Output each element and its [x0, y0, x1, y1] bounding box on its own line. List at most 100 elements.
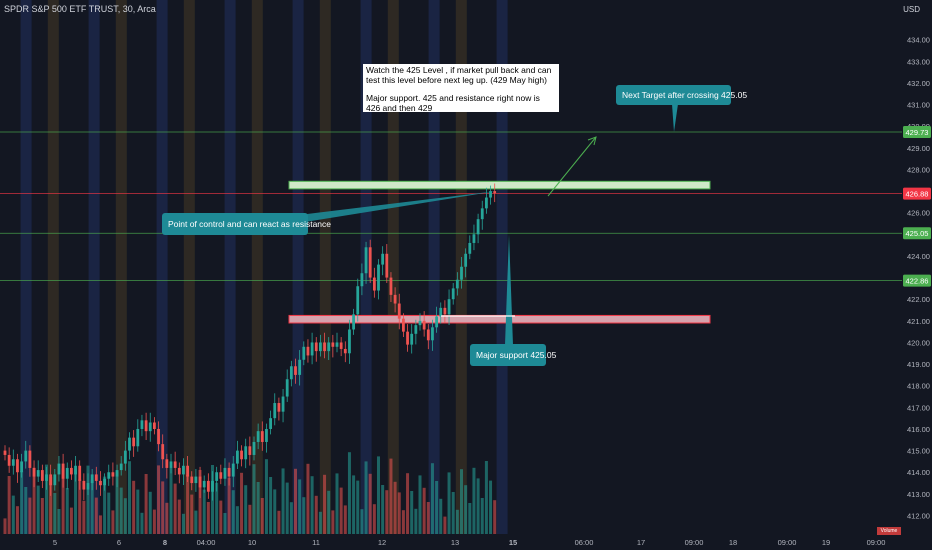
time-tick-label: 13	[451, 538, 459, 547]
major-support-callout[interactable]: Major support 425.05	[470, 344, 556, 366]
volume-bar	[231, 490, 235, 534]
candle	[339, 342, 343, 349]
volume-bar	[148, 491, 152, 534]
volume-bar	[144, 474, 148, 534]
candle	[310, 342, 314, 356]
session-band	[428, 0, 440, 534]
price-labels: 429.73 426.88 425.05 422.86	[903, 125, 931, 287]
price-tick-label: 428.00	[907, 165, 930, 174]
note-line-1: Watch the 425 Level , if market pull bac…	[366, 65, 552, 85]
candle	[182, 465, 185, 475]
volume-bar	[335, 473, 339, 534]
session-band	[156, 0, 168, 534]
volume-bar	[69, 507, 73, 534]
candle	[123, 450, 127, 464]
volume-bar	[86, 465, 90, 534]
candle	[202, 480, 206, 488]
volume-bar	[165, 502, 169, 534]
price-tick-label: 416.00	[907, 425, 930, 434]
volume-bar	[372, 504, 376, 534]
volume-bar	[323, 474, 327, 534]
candle	[426, 329, 430, 341]
session-band	[183, 0, 195, 534]
candle	[468, 242, 472, 254]
volume-bar	[418, 475, 422, 534]
point-of-control-callout[interactable]: Point of control and can react as resist…	[162, 213, 331, 235]
price-tick-label: 419.00	[907, 360, 930, 369]
price-tick-label: 422.00	[907, 295, 930, 304]
candle	[364, 247, 368, 274]
volume-bar	[426, 502, 430, 534]
candle	[82, 480, 86, 490]
volume-bar	[190, 494, 194, 534]
volume-bar	[393, 481, 397, 534]
candle	[402, 318, 405, 332]
session-band	[88, 0, 100, 534]
candle	[455, 279, 459, 289]
time-axis[interactable]: 5 6 8 04:00 10 11 12 13 15 06:00 17 09:00 18 09:00 19 0…	[0, 534, 932, 550]
poc-pointer	[305, 191, 497, 222]
volume-bar	[177, 499, 181, 534]
volume-bar	[327, 490, 331, 534]
candle	[11, 459, 15, 466]
volume-bar	[377, 456, 380, 534]
volume-bar	[40, 498, 44, 534]
candle	[61, 463, 65, 479]
volume-bar	[264, 459, 268, 534]
next-target-callout[interactable]: Next Target after crossing 425.05	[616, 85, 747, 105]
volume-bar	[82, 500, 86, 534]
volume-bar	[331, 510, 335, 534]
price-tick-label: 424.00	[907, 252, 930, 261]
candle	[410, 333, 414, 345]
candle	[177, 467, 181, 475]
candle	[368, 247, 372, 278]
candle	[90, 474, 94, 484]
volume-bar	[152, 509, 156, 534]
time-tick-label: 19	[822, 538, 830, 547]
volume-bar	[49, 477, 53, 534]
session-band	[387, 0, 399, 534]
candle	[414, 325, 418, 334]
candle	[57, 463, 61, 475]
candle	[78, 465, 82, 481]
time-tick-label: 6	[117, 538, 121, 547]
candle	[173, 461, 177, 468]
candle	[28, 450, 32, 468]
volume-bar	[15, 506, 19, 534]
volume-bar	[430, 463, 434, 534]
candle	[389, 277, 393, 295]
volume-bar	[455, 509, 459, 534]
candle	[206, 480, 210, 492]
session-band	[292, 0, 304, 534]
volume-bar	[343, 505, 347, 534]
candle	[476, 219, 480, 235]
analysis-note[interactable]: Watch the 425 Level , if market pull bac…	[363, 64, 559, 113]
candle	[289, 366, 293, 380]
volume-bar	[78, 479, 82, 534]
volume-bar	[119, 487, 123, 534]
price-tick-label: 420.00	[907, 338, 930, 347]
volume-bar	[173, 483, 177, 534]
candle	[447, 299, 451, 315]
candle	[215, 472, 219, 481]
price-label-bg	[903, 187, 931, 200]
volume-bar	[123, 498, 127, 534]
candle	[273, 403, 277, 419]
volume-bar	[186, 475, 190, 534]
volume-bar	[256, 482, 260, 534]
volume-bar	[381, 485, 385, 534]
candle	[464, 253, 468, 267]
candle	[211, 480, 214, 492]
candle	[443, 307, 447, 315]
volume-bar	[74, 468, 78, 534]
chart-title: SPDR S&P 500 ETF TRUST, 30, Arca	[4, 4, 156, 14]
volume-bar	[24, 487, 28, 534]
volume-bar	[302, 497, 306, 534]
candle	[153, 422, 156, 429]
volume-bar	[3, 518, 7, 534]
candle	[248, 446, 252, 455]
candle	[406, 331, 409, 345]
candle	[356, 286, 360, 315]
candle	[422, 320, 426, 330]
candle	[7, 454, 11, 466]
